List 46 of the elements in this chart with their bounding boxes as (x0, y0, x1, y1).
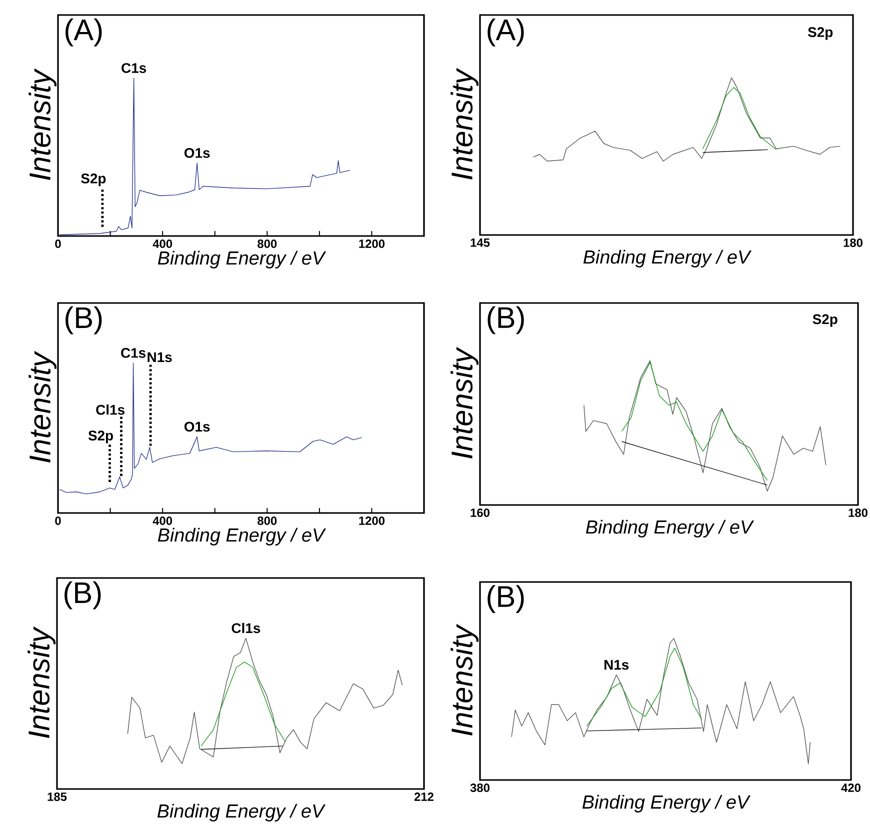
ref-line-label: Cl1s (96, 404, 124, 415)
annotation: O1s (184, 422, 210, 432)
x-tick-label: 180 (848, 508, 868, 517)
x-tick-label: 1200 (359, 516, 385, 525)
x-axis-title: Binding Energy / eV (586, 520, 754, 538)
ref-line-label: S2p (88, 430, 113, 444)
x-tick-label: 0 (55, 240, 61, 248)
x-axis-title: Binding Energy / eV (583, 250, 752, 268)
annotation: C1s (121, 348, 146, 358)
x-tick-label: 212 (414, 792, 434, 801)
annotation: C1s (122, 63, 146, 73)
x-tick-label: 800 (258, 516, 277, 525)
y-axis-title: Intensity (28, 68, 56, 180)
x-tick-label: 185 (48, 792, 67, 801)
x-tick-label: 400 (152, 516, 172, 525)
y-axis-title: Intensity (450, 68, 478, 180)
x-axis-title: Binding Energy / eV (157, 804, 326, 822)
x-axis-title: Binding Energy / eV (158, 528, 326, 546)
annotation: Cl1s (232, 622, 260, 634)
x-tick-label: 180 (844, 238, 862, 247)
ref-line-label: N1s (148, 352, 172, 362)
x-tick-label: 400 (152, 240, 172, 248)
ref-line-label: S2p (81, 174, 106, 186)
annotation: O1s (184, 148, 210, 158)
chart-title: (A) (488, 18, 524, 46)
x-tick-label: 420 (841, 784, 860, 792)
y-axis-title: Intensity (450, 346, 478, 458)
text: S2p (808, 27, 833, 40)
x-axis-title: Binding Energy / eV (158, 250, 326, 268)
x-axis-title: Binding Energy / eV (582, 794, 751, 812)
chart-title: (B) (66, 306, 102, 334)
chart-title: (B) (64, 581, 101, 610)
x-tick-label: 145 (470, 238, 490, 247)
chart-title: (B) (488, 585, 524, 614)
chart-title: (A) (66, 18, 102, 46)
x-tick-label: 800 (258, 240, 277, 248)
x-tick-label: 160 (470, 508, 490, 517)
y-axis-title: Intensity (450, 624, 478, 736)
x-tick-label: 1200 (359, 240, 385, 248)
text: S2p (812, 314, 838, 327)
y-axis-title: Intensity (28, 350, 56, 462)
chart-title: (B) (488, 306, 524, 334)
x-tick-label: 380 (470, 784, 490, 792)
annotation: N1s (604, 660, 629, 670)
y-axis-title: Intensity (28, 626, 56, 738)
x-tick-label: 0 (55, 516, 61, 525)
